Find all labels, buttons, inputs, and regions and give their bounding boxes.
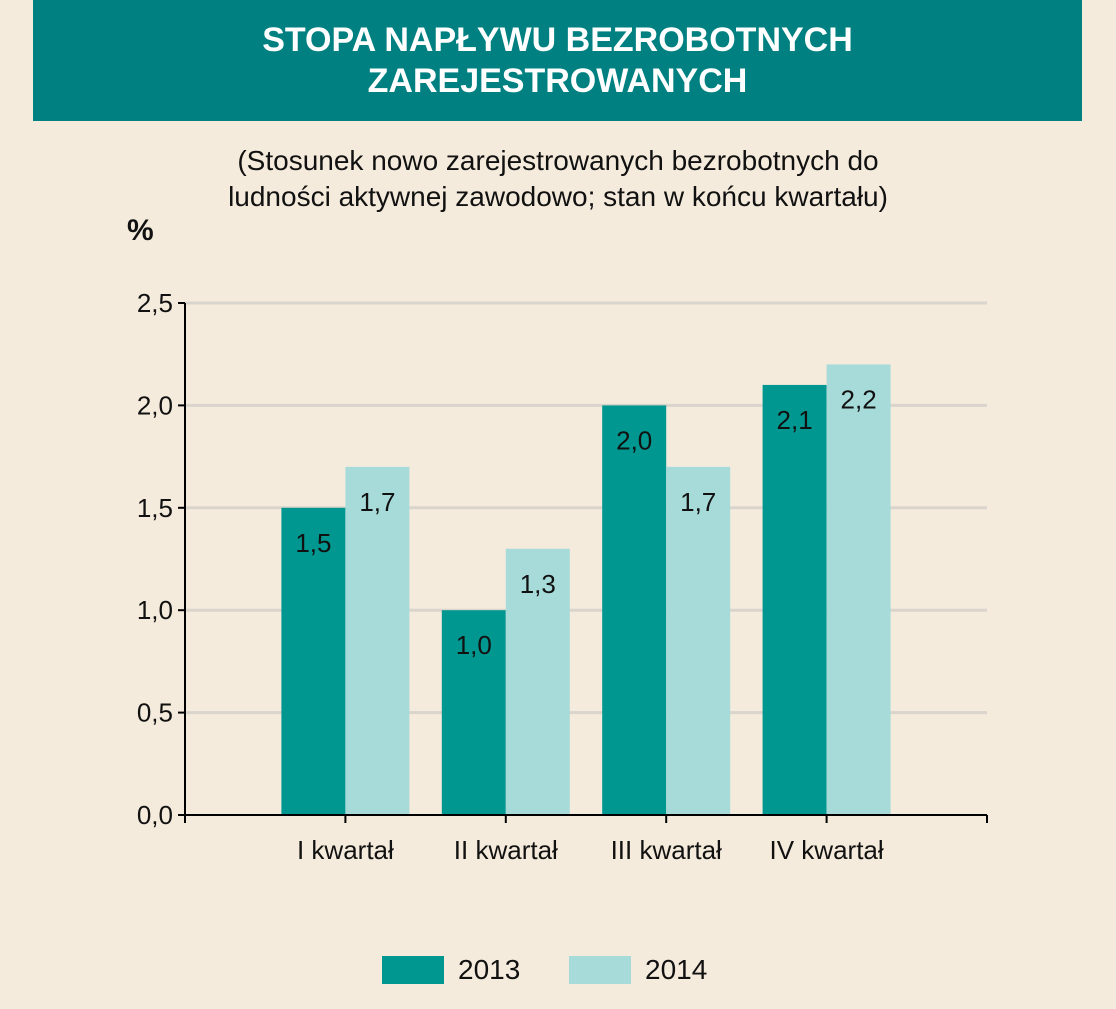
y-tick-label: 1,0 xyxy=(137,595,173,625)
y-axis-unit-label: % xyxy=(127,214,154,247)
subtitle-line2: ludności aktywnej zawodowo; stan w końcu… xyxy=(228,181,888,212)
data-label: 1,7 xyxy=(359,487,395,517)
bar-2014-4 xyxy=(826,364,891,815)
legend-item-2014: 2014 xyxy=(569,951,707,989)
y-tick-label: 2,0 xyxy=(137,390,173,420)
legend-item-2013: 2013 xyxy=(382,951,520,989)
data-label: 1,3 xyxy=(520,569,556,599)
bar-2013-3 xyxy=(602,405,667,815)
bar-2014-3 xyxy=(666,466,731,815)
legend-swatch-2013 xyxy=(382,956,444,984)
y-tick-label: 0,0 xyxy=(137,800,173,830)
chart-title-line2: ZAREJESTROWANYCH xyxy=(367,61,748,100)
data-label: 1,5 xyxy=(295,528,331,558)
chart-subtitle: (Stosunek nowo zarejestrowanych bezrobot… xyxy=(100,143,1016,215)
bar-2013-1 xyxy=(281,507,346,815)
chart-title-banner: STOPA NAPŁYWU BEZROBOTNYCH ZAREJESTROWAN… xyxy=(33,0,1082,121)
data-label: 1,7 xyxy=(680,487,716,517)
legend-swatch-2014 xyxy=(569,956,631,984)
bar-2014-1 xyxy=(345,466,410,815)
x-tick-label: IV kwartał xyxy=(770,835,884,865)
x-tick-label: I kwartał xyxy=(297,835,394,865)
bar-2013-2 xyxy=(441,610,506,815)
y-tick-label: 2,5 xyxy=(137,288,173,318)
data-label: 2,1 xyxy=(777,405,813,435)
data-label: 1,0 xyxy=(456,630,492,660)
bar-2013-4 xyxy=(762,384,827,815)
chart-title-line1: STOPA NAPŁYWU BEZROBOTNYCH xyxy=(262,20,853,59)
y-tick-label: 0,5 xyxy=(137,698,173,728)
y-tick-label: 1,5 xyxy=(137,493,173,523)
data-label: 2,0 xyxy=(616,425,652,455)
x-tick-label: III kwartał xyxy=(611,835,722,865)
bar-2014-2 xyxy=(505,548,570,815)
data-label: 2,2 xyxy=(841,384,877,414)
legend: 2013 2014 xyxy=(0,951,1116,991)
legend-label-2014: 2014 xyxy=(645,954,708,985)
subtitle-line1: (Stosunek nowo zarejestrowanych bezrobot… xyxy=(237,145,879,176)
legend-label-2013: 2013 xyxy=(458,954,521,985)
x-tick-label: II kwartał xyxy=(454,835,558,865)
